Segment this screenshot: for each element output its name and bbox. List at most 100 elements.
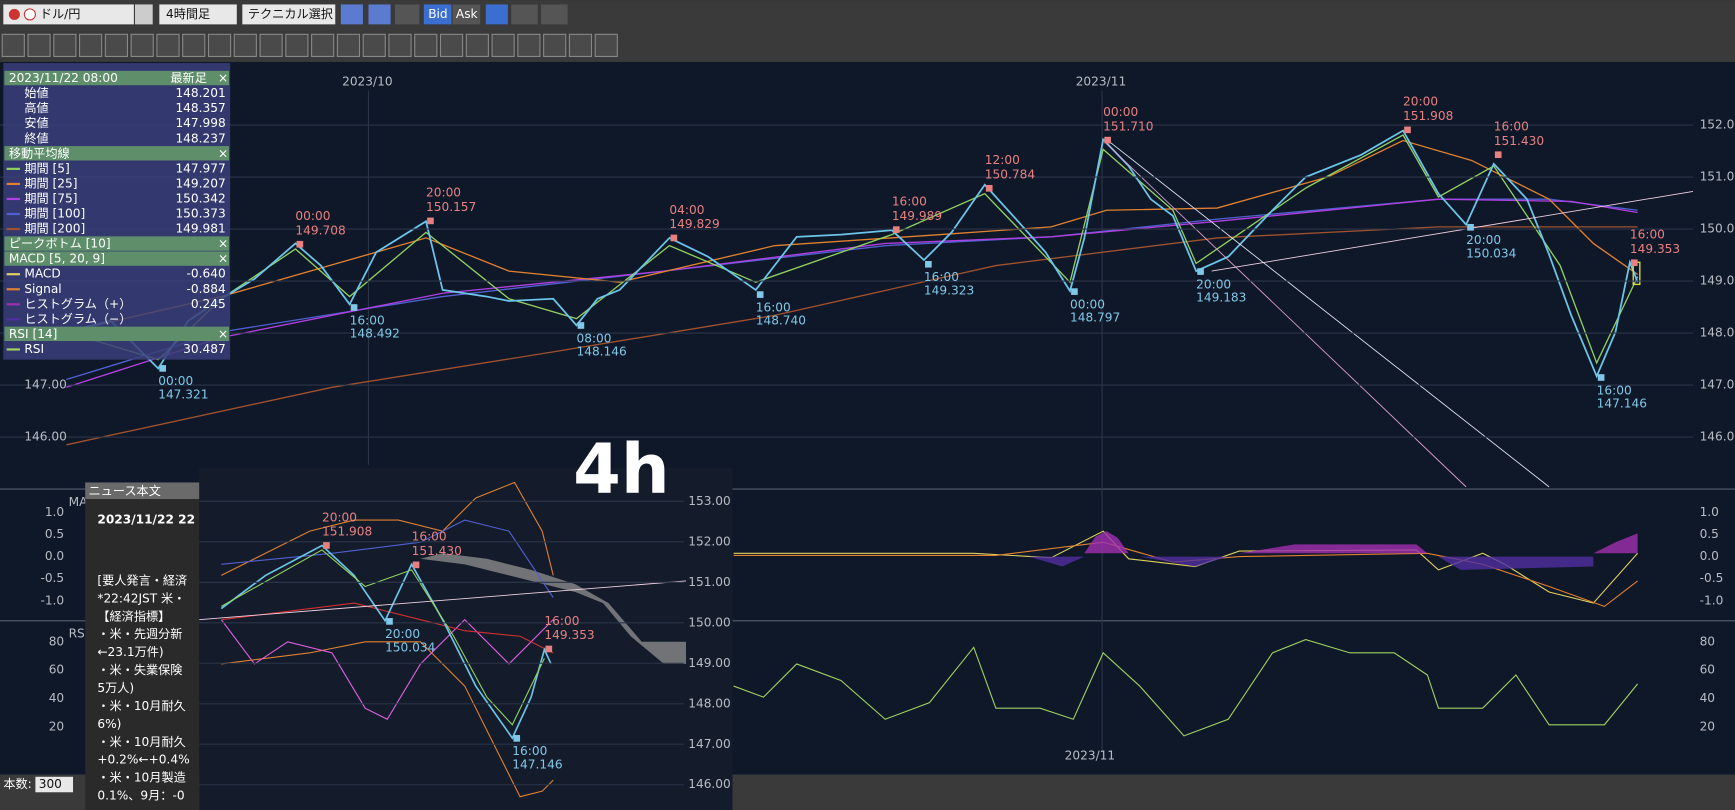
annotation-time: 16:00 [350,313,385,327]
price-tick-label: 149.00 [1700,274,1735,288]
extreme-marker [1197,268,1204,275]
tool-icon[interactable] [439,33,464,58]
dropdown-btn[interactable] [134,4,153,25]
tool-icon[interactable] [517,33,541,58]
overlay-chart: 4h 153.00 152.00 151.00 150.00 149.00 148.00 1… [199,430,733,810]
trendline [199,580,687,621]
tool-icon[interactable] [388,33,412,58]
section-title: MACD [5, 20, 9] [9,252,105,266]
extreme-marker [159,365,166,372]
panel-label: MA [69,495,88,509]
zoom-out-btn[interactable] [511,4,538,25]
macd-tick-label: 0.5 [1700,527,1719,541]
close-btn[interactable]: × [218,146,228,160]
news-line: [要人発言・経済 [97,572,187,587]
tool-icon[interactable] [79,33,103,58]
tool-icon[interactable] [130,33,154,58]
annotation-time: 16:00 [544,614,579,628]
tool-icon[interactable] [233,33,257,58]
annotation-time: 16:00 [1494,120,1529,134]
technical: テクニカル選択 [248,7,333,21]
close-btn[interactable]: × [218,252,228,266]
count: 300 [39,777,62,791]
tool-icon[interactable] [182,33,206,58]
tool-icon[interactable] [285,33,309,58]
news-line: *22:42JST 米・ [97,591,185,605]
tool-icon[interactable] [594,33,618,58]
news-line: 6%) [97,717,121,731]
tool-btn[interactable] [340,4,363,25]
close-btn[interactable]: × [218,237,228,251]
count-select[interactable] [35,776,74,793]
zoom-in-btn[interactable] [541,4,568,25]
close-btn[interactable]: × [218,71,228,85]
badge: 最新足 [170,70,206,85]
trendline [1106,143,1467,488]
tool-icon[interactable] [362,33,386,58]
annotation-price: 149.708 [295,223,345,237]
extreme-marker [323,542,330,549]
info-panel: 2023/11/22 08:00 最新足 × 始値 148.201 高値 148.357 安値… [3,63,231,360]
annotation-price: 151.908 [322,525,372,539]
tool-icon[interactable] [156,33,180,58]
tool-icon[interactable] [259,33,283,58]
overlay-line [220,618,554,720]
price-tick-label: 147.00 [24,378,67,392]
price-tick-label: 151.00 [1700,170,1735,184]
row-value: 0.245 [191,297,226,311]
tool-icon[interactable] [568,33,593,58]
tool-btn[interactable] [485,4,508,25]
annotation-time: 20:00 [322,510,357,524]
annotation-price: 151.430 [1494,134,1544,148]
symbol-select[interactable] [3,4,134,25]
trendline [1211,191,1694,272]
ask-btn[interactable] [452,4,481,25]
annotation-price: 149.353 [1630,242,1680,256]
tool-icon[interactable] [465,33,489,58]
extreme-marker [1071,288,1078,295]
overlay-line [221,602,554,654]
extreme-marker [412,561,420,569]
row-value: 150.342 [175,191,225,205]
tool-icon[interactable] [543,33,567,58]
annotation-time: 20:00 [385,627,420,641]
row-label: Signal [24,282,61,296]
annotation-time: 20:00 [1403,95,1438,109]
macd-tick-label: -1.0 [40,593,64,607]
close-btn[interactable]: × [218,327,228,341]
tool-icon[interactable] [311,33,335,58]
annotation-time: 00:00 [1103,105,1138,119]
price-tick-label: 153.00 [688,494,731,508]
annotation-time: 00:00 [158,374,193,388]
tool-icon[interactable] [1,33,25,58]
technical-select[interactable] [242,4,336,25]
date-label: 2023/11 [1065,748,1116,762]
news-line: 5万人) [97,681,134,695]
tool-icon[interactable] [53,33,77,58]
tool-icon[interactable] [336,33,361,58]
row-label: 終値 [24,130,48,145]
section-header [4,236,230,251]
tool-icon[interactable] [207,33,232,58]
annotation-price: 148.146 [576,345,626,359]
annotation-time: 16:00 [924,270,959,284]
extreme-marker [386,618,393,625]
macd-tick-label: -0.5 [40,571,64,585]
news-bg [85,482,200,810]
tool-icon[interactable] [491,33,515,58]
news-line: +0.2%←+0.4% [97,753,189,767]
bid-btn[interactable] [423,4,452,25]
section-title: 移動平均線 [9,145,70,160]
news-line: 【経済指標】 [97,608,170,623]
timeframe-select[interactable] [159,4,237,25]
tool-icon[interactable] [27,33,51,58]
info-btn[interactable] [368,4,391,25]
macd-tick-label: 0.5 [45,527,64,541]
tool-btn[interactable] [395,4,420,25]
tool-icon[interactable] [104,33,129,58]
extreme-marker [1597,374,1605,381]
tool-icon[interactable] [414,33,438,58]
annotation-price: 148.492 [350,327,400,341]
panel-label: RSI [69,627,89,641]
extreme-marker [296,240,304,248]
